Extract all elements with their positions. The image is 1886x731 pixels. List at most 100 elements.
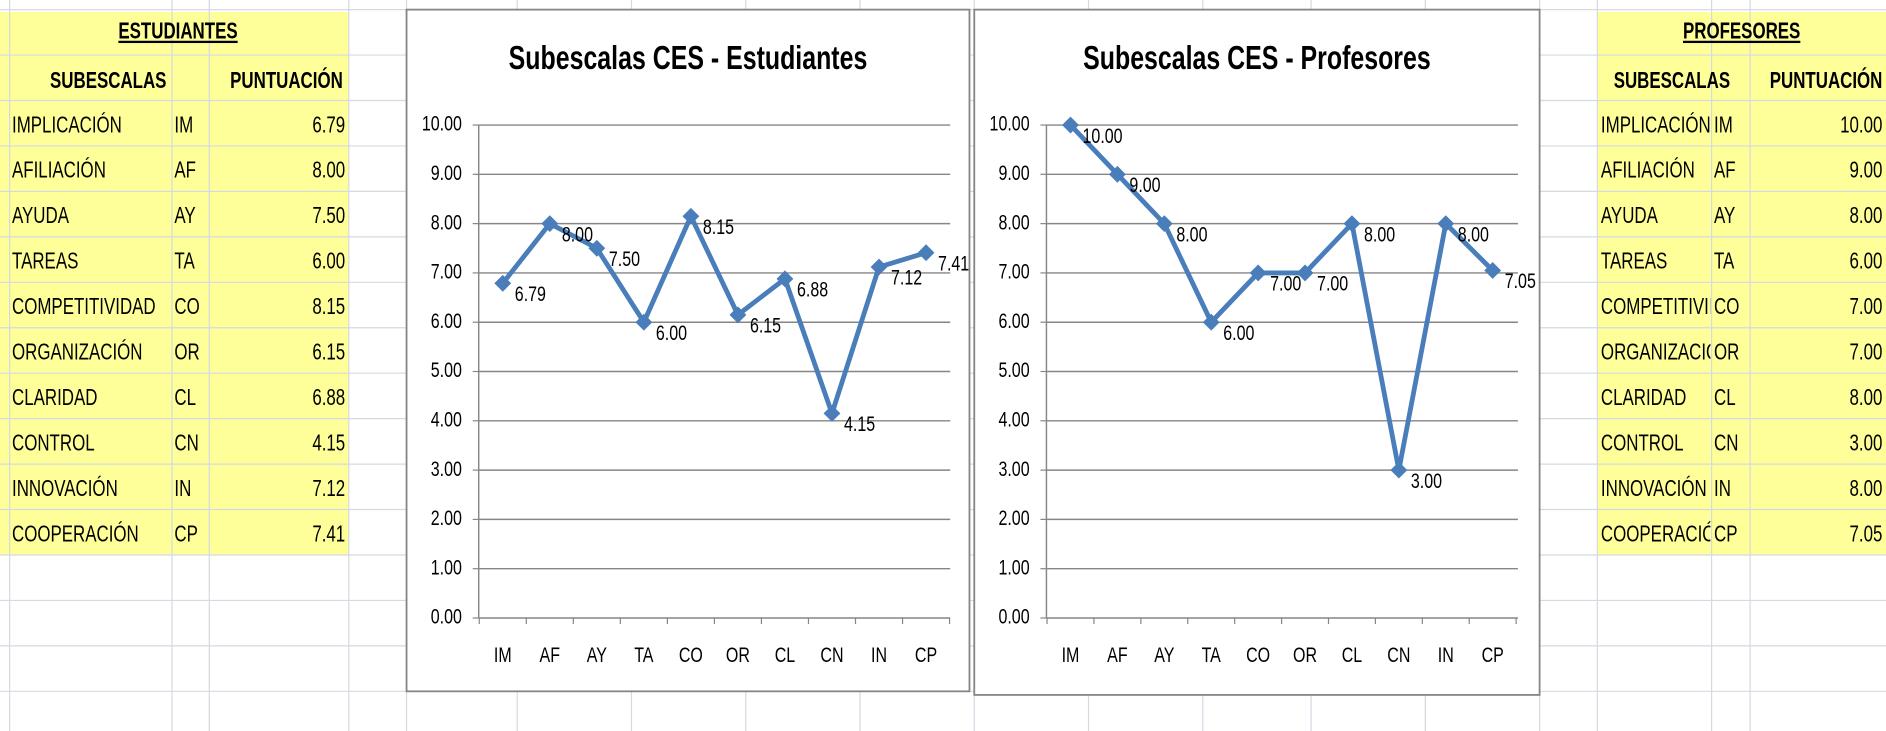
y-tick-label: 9.00 <box>431 162 462 186</box>
data-point <box>1343 215 1361 233</box>
score: 7.00 <box>1850 295 1883 320</box>
subscale-code: CO <box>1714 295 1739 320</box>
score: 7.50 <box>312 204 345 229</box>
score: 6.00 <box>312 249 345 274</box>
column-header: PUNTUACIÓN <box>230 66 343 93</box>
data-label: 7.12 <box>891 267 922 291</box>
data-label: 7.00 <box>1317 272 1348 296</box>
score: 10.00 <box>1840 113 1882 138</box>
data-point <box>1484 262 1502 279</box>
subscale-code: CN <box>174 431 198 456</box>
data-point <box>588 239 606 257</box>
score: 7.41 <box>312 522 345 547</box>
subscale-name: ORGANIZACIÓN <box>1601 339 1731 365</box>
data-point <box>776 270 794 288</box>
data-label: 10.00 <box>1083 125 1123 149</box>
clip-group: AFILIACIÓN <box>1601 157 1695 183</box>
subscale-code: AF <box>174 158 196 183</box>
score: 9.00 <box>1850 158 1883 183</box>
data-point <box>1249 264 1267 282</box>
score: 6.15 <box>312 340 345 365</box>
subscale-name: IMPLICACIÓN <box>12 112 122 138</box>
clip-group: AYUDA <box>1601 204 1658 229</box>
data-label: 7.41 <box>938 252 969 276</box>
subscale-code: TA <box>174 249 195 274</box>
score: 7.05 <box>1850 522 1883 547</box>
data-label: 6.00 <box>656 322 687 346</box>
y-tick-label: 6.00 <box>998 310 1029 334</box>
data-point <box>870 258 888 276</box>
subscale-name: IMPLICACIÓN <box>1601 112 1711 138</box>
subscale-name: COOPERACIÓN <box>1601 521 1728 547</box>
score: 8.00 <box>1850 204 1883 229</box>
data-point <box>1108 165 1126 183</box>
chart-area <box>405 8 971 693</box>
data-point <box>917 244 935 262</box>
data-point <box>541 215 559 233</box>
subscale-name: CONTROL <box>12 431 95 456</box>
y-tick-label: 4.00 <box>431 408 462 432</box>
score: 6.88 <box>312 386 345 411</box>
x-tick-label: AY <box>1154 644 1174 668</box>
subscale-code: CP <box>1714 522 1737 547</box>
score: 7.00 <box>1850 340 1883 365</box>
data-label: 7.00 <box>1270 272 1301 296</box>
subscale-name: CLARIDAD <box>1601 386 1686 411</box>
subscale-name: AYUDA <box>1601 204 1658 229</box>
data-point <box>729 306 747 324</box>
x-tick-label: CP <box>915 644 937 668</box>
x-tick-label: TA <box>1202 644 1222 668</box>
table-title: PROFESORES <box>1683 19 1800 44</box>
subscale-name: COMPETITIVIDAD <box>12 295 156 320</box>
data-label: 9.00 <box>1129 174 1160 198</box>
clip-group: TAREAS <box>1601 249 1667 274</box>
clip-group: INNOVACIÓN <box>1601 475 1707 501</box>
subscale-code: AY <box>174 204 195 229</box>
data-point <box>635 313 653 331</box>
data-label: 4.15 <box>844 413 875 437</box>
data-label: 7.50 <box>609 248 640 272</box>
x-tick-label: IM <box>494 644 512 668</box>
subscale-code: AY <box>1714 204 1735 229</box>
subscale-name: ORGANIZACIÓN <box>12 339 142 365</box>
x-tick-label: CN <box>1387 644 1410 668</box>
y-tick-label: 10.00 <box>422 113 462 137</box>
data-point <box>682 207 700 225</box>
y-tick-label: 5.00 <box>998 359 1029 383</box>
score: 8.15 <box>312 295 345 320</box>
subscale-code: IM <box>1714 113 1733 138</box>
subscale-code: CP <box>174 522 197 547</box>
y-tick-label: 10.00 <box>990 113 1030 137</box>
column-header: SUBESCALAS <box>50 68 166 93</box>
y-tick-label: 6.00 <box>431 310 462 334</box>
data-label: 6.00 <box>1223 322 1254 346</box>
subscale-code: CL <box>1714 386 1736 411</box>
score: 8.00 <box>1850 477 1883 502</box>
y-tick-label: 2.00 <box>431 507 462 531</box>
data-point <box>1202 313 1220 331</box>
x-tick-label: OR <box>726 644 750 668</box>
clip-group: COOPERACIÓN <box>1601 521 1728 547</box>
y-tick-label: 4.00 <box>998 408 1029 432</box>
x-tick-label: AY <box>587 644 607 668</box>
score: 3.00 <box>1850 431 1883 456</box>
x-tick-label: TA <box>634 644 654 668</box>
subscale-code: CN <box>1714 431 1738 456</box>
chart-title: Subescalas CES - Estudiantes <box>509 39 868 77</box>
data-point <box>1062 116 1079 134</box>
data-point <box>1155 215 1173 233</box>
data-point <box>1390 461 1408 479</box>
x-tick-label: CL <box>1342 644 1362 668</box>
clip-group: IMPLICACIÓN <box>1601 112 1711 138</box>
chart-title: Subescalas CES - Profesores <box>1083 39 1431 77</box>
data-label: 8.15 <box>703 216 734 240</box>
score: 6.00 <box>1850 249 1883 274</box>
data-label: 6.15 <box>750 314 781 338</box>
data-label: 8.00 <box>1176 223 1207 247</box>
data-label: 8.00 <box>1458 223 1489 247</box>
y-tick-label: 8.00 <box>998 211 1029 235</box>
data-point <box>823 404 841 422</box>
clip-group: COMPETITIVIDAD <box>1601 295 1710 320</box>
